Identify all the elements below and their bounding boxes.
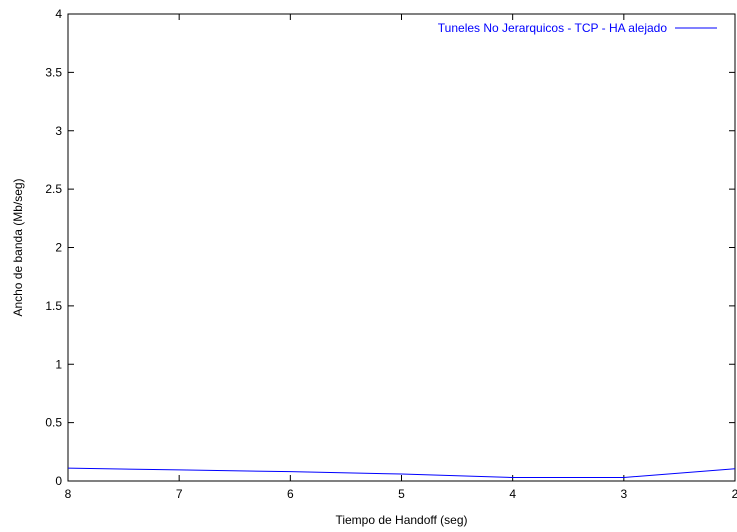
x-tick-label: 6 (287, 487, 294, 501)
legend: Tuneles No Jerarquicos - TCP - HA alejad… (438, 21, 717, 35)
plot-frame (67, 13, 736, 482)
series-line (67, 467, 736, 478)
x-tick-label: 2 (732, 487, 737, 501)
y-tick-label: 0.5 (45, 416, 62, 430)
legend-label: Tuneles No Jerarquicos - TCP - HA alejad… (438, 21, 668, 35)
y-axis-label: Ancho de banda (Mb/seg) (11, 178, 25, 316)
y-tick-label: 2.5 (45, 182, 62, 196)
y-tick-label: 4 (55, 7, 62, 21)
y-tick-label: 1 (55, 357, 62, 371)
x-tick-label: 7 (176, 487, 183, 501)
y-tick-label: 3 (55, 124, 62, 138)
x-axis-ticks: 8 7 6 5 4 3 2 (65, 14, 737, 501)
y-tick-label: 2 (55, 241, 62, 255)
x-tick-label: 4 (509, 487, 516, 501)
x-tick-label: 8 (65, 487, 72, 501)
y-tick-label: 3.5 (45, 65, 62, 79)
x-tick-label: 3 (620, 487, 627, 501)
y-tick-label: 1.5 (45, 299, 62, 313)
x-tick-label: 5 (398, 487, 405, 501)
y-tick-label: 0 (55, 474, 62, 488)
series-layer (67, 467, 736, 478)
x-axis-label: Tiempo de Handoff (seg) (335, 513, 467, 527)
y-axis-ticks: 0 0.5 1 1.5 2 2.5 3 3.5 4 (45, 7, 735, 488)
